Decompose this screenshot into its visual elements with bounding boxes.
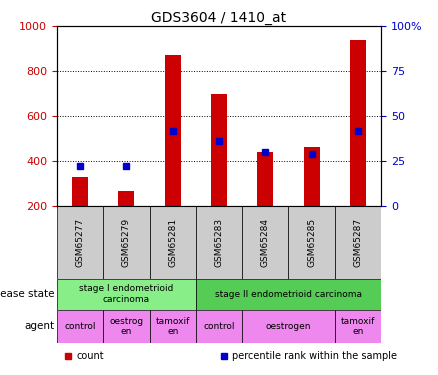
Text: GSM65279: GSM65279 bbox=[122, 217, 131, 267]
Text: GSM65283: GSM65283 bbox=[215, 217, 223, 267]
Bar bbox=[149, 206, 196, 279]
Bar bbox=[196, 206, 242, 279]
Bar bbox=[257, 152, 273, 206]
Bar bbox=[72, 177, 88, 206]
Bar bbox=[289, 206, 335, 279]
Bar bbox=[335, 206, 381, 279]
Text: GSM65285: GSM65285 bbox=[307, 217, 316, 267]
Text: agent: agent bbox=[25, 321, 55, 332]
Bar bbox=[242, 309, 335, 343]
Bar bbox=[304, 147, 320, 206]
Text: oestrogen: oestrogen bbox=[266, 322, 311, 331]
Bar bbox=[242, 206, 289, 279]
Text: disease state: disease state bbox=[0, 289, 55, 299]
Bar bbox=[165, 56, 181, 206]
Text: control: control bbox=[203, 322, 235, 331]
Bar bbox=[211, 94, 227, 206]
Text: tamoxif
en: tamoxif en bbox=[341, 316, 375, 336]
Bar bbox=[103, 206, 149, 279]
Text: stage I endometrioid
carcinoma: stage I endometrioid carcinoma bbox=[79, 284, 173, 304]
Text: stage II endometrioid carcinoma: stage II endometrioid carcinoma bbox=[215, 290, 362, 298]
Bar bbox=[57, 279, 196, 309]
Text: GSM65281: GSM65281 bbox=[168, 217, 177, 267]
Bar bbox=[149, 309, 196, 343]
Bar bbox=[57, 206, 103, 279]
Bar bbox=[103, 309, 149, 343]
Text: count: count bbox=[76, 351, 104, 361]
Bar bbox=[196, 309, 242, 343]
Text: tamoxif
en: tamoxif en bbox=[155, 316, 190, 336]
Text: GSM65287: GSM65287 bbox=[353, 217, 362, 267]
Bar bbox=[335, 309, 381, 343]
Text: percentile rank within the sample: percentile rank within the sample bbox=[232, 351, 397, 361]
Title: GDS3604 / 1410_at: GDS3604 / 1410_at bbox=[152, 11, 286, 25]
Bar bbox=[57, 309, 103, 343]
Text: GSM65277: GSM65277 bbox=[76, 217, 85, 267]
Text: GSM65284: GSM65284 bbox=[261, 218, 270, 267]
Bar bbox=[118, 191, 134, 206]
Text: control: control bbox=[64, 322, 96, 331]
Text: oestrog
en: oestrog en bbox=[110, 316, 144, 336]
Bar bbox=[196, 279, 381, 309]
Bar bbox=[350, 40, 366, 206]
